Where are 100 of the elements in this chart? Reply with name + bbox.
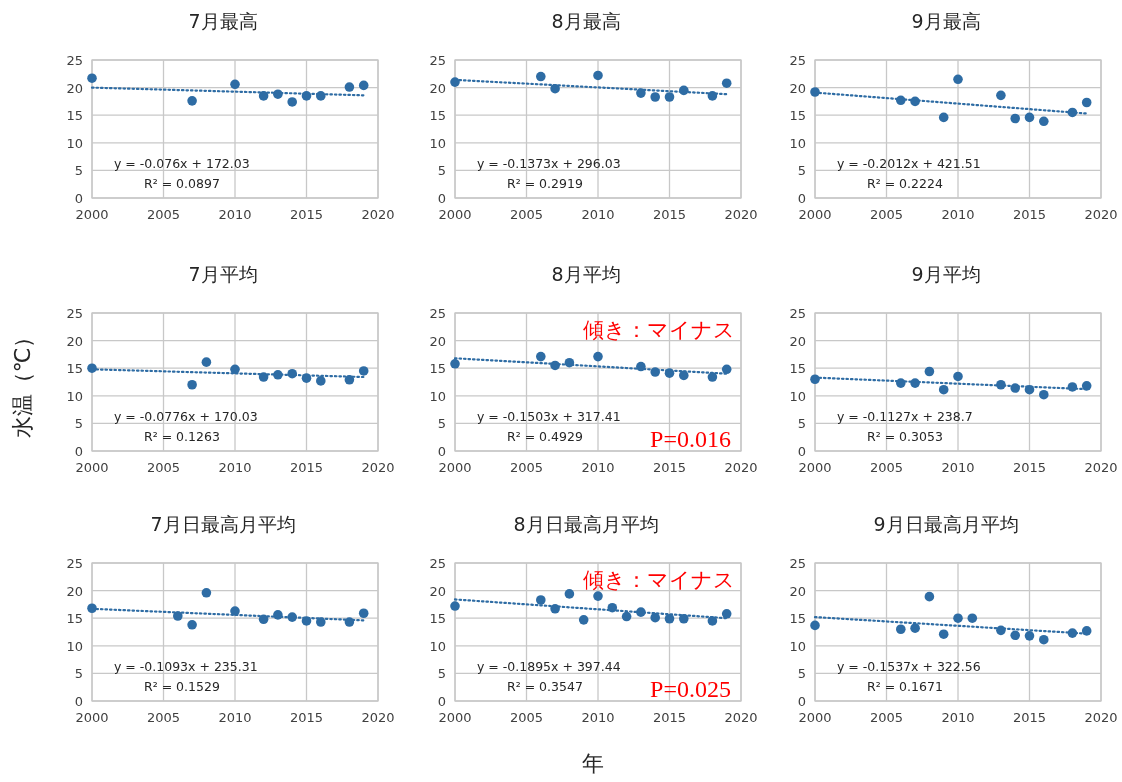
x-tick-label: 2015	[289, 207, 324, 222]
point	[593, 591, 603, 601]
annotation: R² = 0.1263	[144, 429, 220, 444]
x-tick-label: 2015	[652, 710, 687, 725]
point	[650, 612, 660, 623]
point	[536, 595, 546, 605]
point	[721, 78, 732, 88]
annotation: R² = 0.0897	[144, 176, 220, 191]
point	[1039, 389, 1049, 400]
y-tick-label: 5	[797, 416, 806, 432]
x-tick-label: 2010	[581, 710, 615, 725]
y-tick-label: 25	[789, 53, 806, 68]
y-tick-label: 10	[789, 638, 806, 654]
x-tick-label: 2005	[509, 460, 544, 475]
point	[187, 620, 197, 630]
x-tick-label: 2010	[941, 460, 975, 475]
x-axis-title: 年	[582, 751, 604, 776]
y-tick-label: 15	[66, 108, 83, 124]
point	[201, 357, 212, 367]
y-tick-label: 15	[789, 108, 806, 124]
point	[593, 70, 603, 81]
point	[664, 92, 675, 102]
chart-title: 8月日最高月平均	[513, 513, 659, 535]
y-tick-label: 15	[789, 361, 806, 377]
x-tick-label: 2020	[724, 710, 758, 725]
x-tick-label: 2020	[361, 710, 395, 725]
y-tick-label: 0	[74, 191, 83, 206]
y-tick-label: 15	[789, 611, 806, 627]
x-tick-label: 2000	[798, 460, 832, 475]
chart-title: 9月最高	[911, 10, 981, 32]
x-tick-label: 2015	[652, 460, 687, 475]
y-tick-label: 20	[66, 333, 83, 349]
point	[593, 351, 603, 362]
x-tick-label: 2000	[438, 460, 472, 475]
y-tick-label: 20	[66, 80, 83, 96]
x-tick-label: 2020	[1084, 460, 1118, 475]
annotation: y = -0.1537x + 322.56	[837, 659, 981, 674]
y-tick-label: 0	[797, 191, 806, 206]
chart-title: 9月日最高月平均	[873, 513, 1019, 535]
x-tick-label: 2020	[1084, 207, 1118, 222]
x-tick-label: 2000	[438, 710, 472, 725]
x-tick-label: 2005	[869, 460, 904, 475]
y-tick-label: 15	[429, 361, 446, 377]
y-axis-title: 水温（℃）	[10, 325, 35, 439]
annotation: R² = 0.3053	[867, 429, 943, 444]
annotation: 傾き：マイナス	[583, 568, 735, 592]
x-tick-label: 2020	[361, 207, 395, 222]
point	[344, 82, 355, 92]
y-tick-label: 5	[437, 666, 446, 682]
y-tick-label: 15	[66, 611, 83, 627]
point	[721, 608, 732, 619]
x-tick-label: 2000	[75, 207, 109, 222]
annotation: R² = 0.1671	[867, 679, 943, 694]
y-tick-label: 25	[789, 556, 806, 571]
y-tick-label: 0	[797, 444, 806, 459]
x-tick-label: 2000	[438, 207, 472, 222]
x-tick-label: 2000	[75, 460, 109, 475]
x-tick-label: 2005	[869, 207, 904, 222]
point	[187, 379, 197, 390]
y-tick-label: 10	[789, 135, 806, 151]
y-tick-label: 5	[74, 163, 83, 179]
y-tick-label: 25	[429, 306, 446, 321]
x-tick-label: 2000	[75, 710, 109, 725]
y-tick-label: 10	[66, 638, 83, 654]
point	[1024, 631, 1035, 641]
point	[910, 623, 920, 633]
point	[996, 90, 1006, 101]
y-tick-label: 20	[789, 583, 806, 599]
point	[316, 376, 326, 386]
annotation: R² = 0.1529	[144, 679, 220, 694]
point	[450, 358, 460, 369]
x-tick-label: 2015	[652, 207, 687, 222]
point	[810, 87, 820, 97]
chart-title: 7月平均	[188, 263, 258, 285]
annotation: y = -0.1093x + 235.31	[114, 659, 258, 674]
x-tick-label: 2010	[218, 207, 252, 222]
point	[450, 601, 460, 611]
annotation: R² = 0.2224	[867, 176, 943, 191]
x-tick-label: 2015	[289, 460, 324, 475]
y-tick-label: 0	[797, 694, 806, 709]
x-tick-label: 2015	[289, 710, 324, 725]
annotation: R² = 0.2919	[507, 176, 583, 191]
point	[358, 608, 369, 619]
x-tick-label: 2010	[941, 710, 975, 725]
chart-title: 9月平均	[911, 263, 981, 285]
point	[230, 79, 240, 90]
y-tick-label: 5	[437, 416, 446, 432]
point	[896, 624, 906, 635]
x-tick-label: 2005	[146, 207, 181, 222]
point	[621, 611, 632, 622]
y-tick-label: 0	[74, 694, 83, 709]
annotation: y = -0.0776x + 170.03	[114, 409, 258, 424]
annotation: y = -0.076x + 172.03	[114, 156, 250, 171]
point	[1081, 97, 1092, 108]
y-tick-label: 20	[429, 80, 446, 96]
point	[536, 351, 546, 362]
y-tick-label: 5	[74, 416, 83, 432]
point	[938, 384, 949, 395]
point	[953, 613, 963, 623]
y-tick-label: 5	[797, 666, 806, 682]
